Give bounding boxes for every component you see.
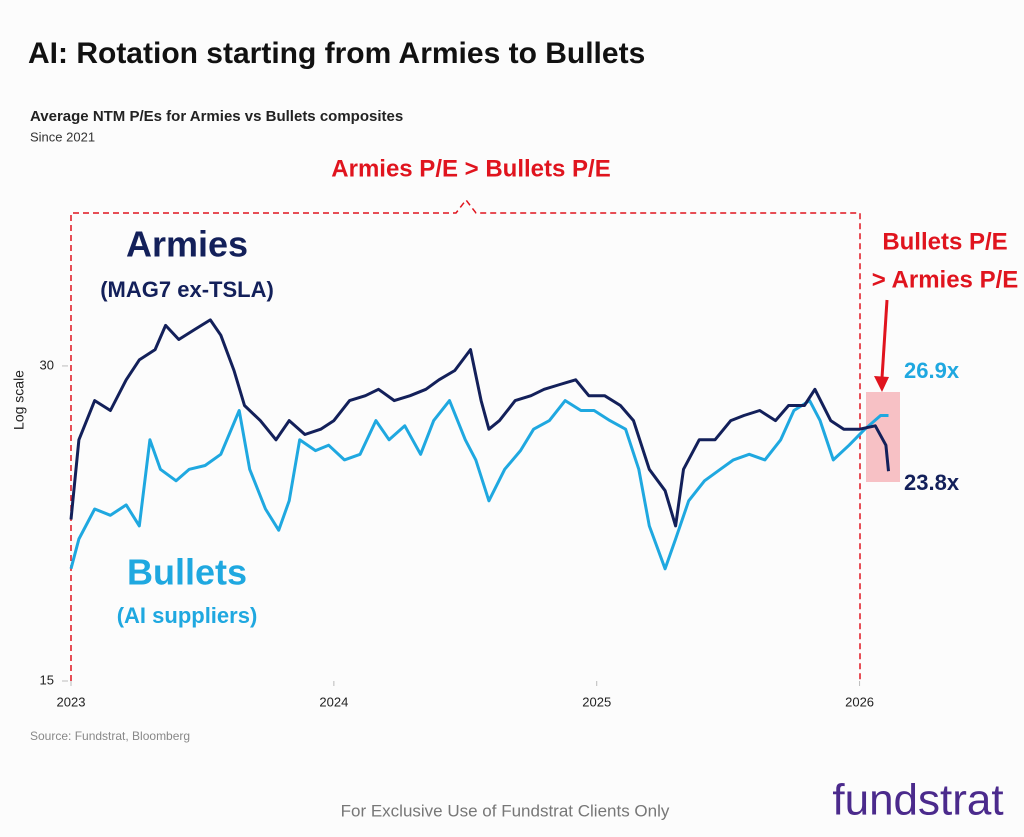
highlight-label: > Armies P/E [872, 266, 1019, 293]
note: Since 2021 [30, 129, 95, 144]
x-tick-label: 2025 [582, 694, 611, 709]
x-tick-label: 2023 [57, 694, 86, 709]
y-axis-label: Log scale [11, 370, 27, 430]
logo: fundstrat [832, 776, 1003, 825]
plot: 15 30 2023 2024 2025 2026 [40, 318, 890, 709]
series-name: Armies [126, 224, 248, 265]
arrow-head [874, 376, 889, 392]
highlight-label: Bullets P/E [882, 228, 1007, 255]
series-name: Bullets [127, 552, 247, 593]
x-tick-label: 2026 [845, 694, 874, 709]
x-tick-label: 2024 [319, 694, 348, 709]
end-label: 26.9x [904, 358, 960, 383]
chart-title: AI: Rotation starting from Armies to Bul… [28, 37, 645, 70]
arrow [880, 299, 889, 379]
bracket-label: Armies P/E > Bullets P/E [331, 155, 610, 182]
series-line [69, 318, 890, 528]
y-tick-label: 30 [40, 357, 54, 372]
end-label: 23.8x [904, 470, 960, 495]
source: Source: Fundstrat, Bloomberg [30, 729, 190, 743]
y-tick-label: 15 [40, 672, 54, 687]
series-label: (AI suppliers) [117, 603, 258, 628]
footer: For Exclusive Use of Fundstrat Clients O… [341, 801, 670, 820]
subtitle: Average NTM P/Es for Armies vs Bullets c… [30, 108, 403, 125]
series-label: (MAG7 ex-TSLA) [100, 277, 274, 302]
series-line [69, 399, 889, 571]
